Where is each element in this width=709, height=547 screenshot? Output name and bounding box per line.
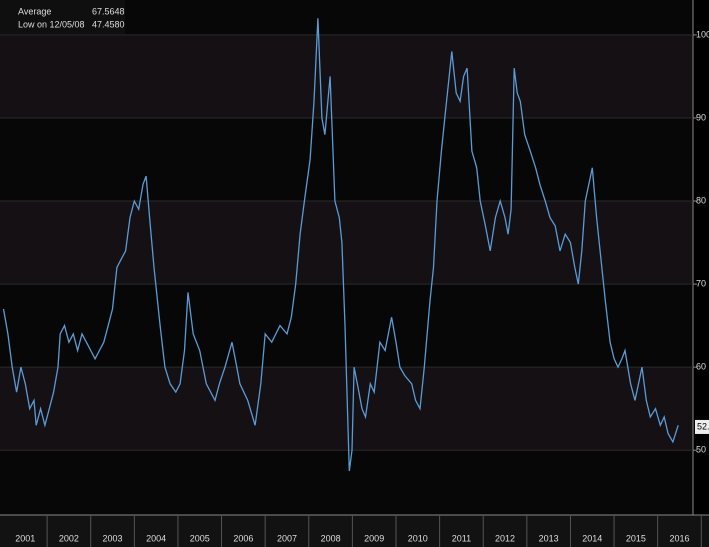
band [0,450,693,515]
legend-box [0,0,125,34]
last-value-box [695,419,709,434]
x-tick-label: 2014 [582,533,602,543]
x-tick-label: 2003 [103,533,123,543]
band [0,284,693,368]
x-tick-label: 2005 [190,533,210,543]
bands [0,34,693,515]
price-line [2,18,679,472]
y-tick-label: 100 [696,29,709,39]
band [0,117,693,202]
x-tick-label: 2008 [321,533,341,543]
x-tick-label: 2001 [15,533,35,543]
x-tick-label: 2007 [277,533,297,543]
band [0,34,693,118]
legend-label: Average [18,6,51,16]
legend-value: 67.5648 [92,6,125,16]
x-tick-label: 2002 [59,533,79,543]
x-tick-label: 2011 [452,533,471,543]
band [0,201,693,285]
x-tick-label: 2013 [539,533,559,543]
x-axis-strip [0,515,709,547]
legend-label: Low on 12/05/08 [18,19,85,29]
x-tick-label: 2015 [626,533,646,543]
legend-value: 47.4580 [92,19,125,29]
y-tick-label: 50 [696,445,706,455]
last-value-label: 52.8 [697,421,709,431]
x-tick-label: 2009 [364,533,384,543]
y-tick-label: 60 [696,362,706,372]
y-tick-label: 70 [696,278,706,288]
x-tick-label: 2006 [233,533,253,543]
x-tick-label: 2016 [669,533,689,543]
x-tick-label: 2010 [408,533,428,543]
y-tick-label: 90 [696,112,706,122]
x-tick-label: 2012 [495,533,515,543]
y-tick-label: 80 [696,195,706,205]
x-tick-label: 2004 [146,533,166,543]
